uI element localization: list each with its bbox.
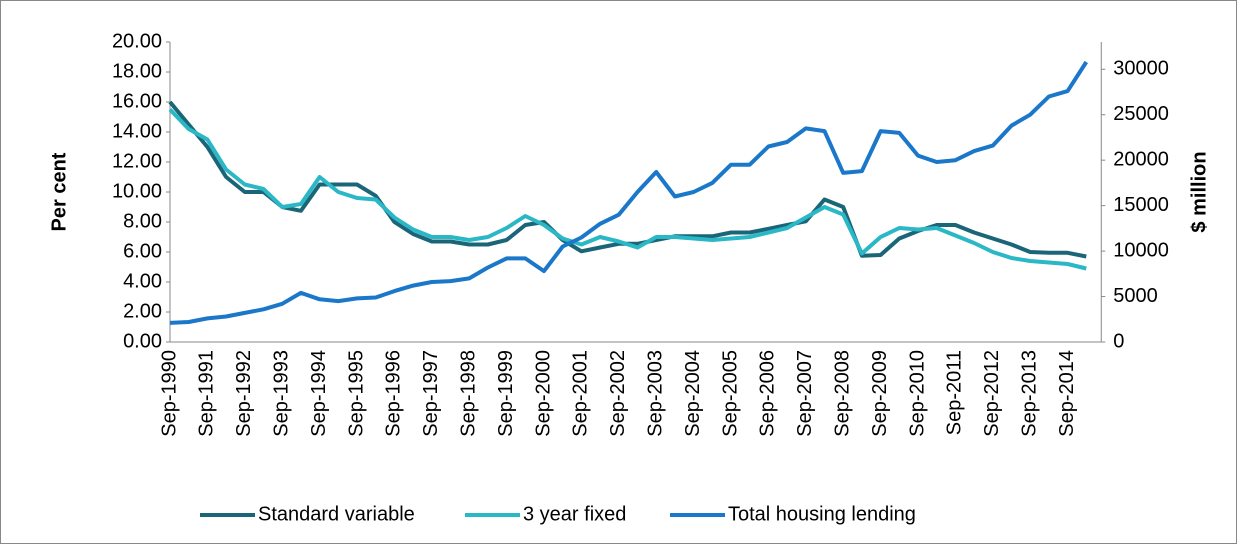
series-line: [169, 60, 1088, 325]
x-tick-label: Sep-2006: [757, 350, 779, 437]
y2-tick-label: 15000: [1113, 194, 1169, 216]
x-tick-label: Sep-2013: [1018, 350, 1040, 437]
y-tick-label: 6.00: [123, 240, 162, 262]
x-tick-label: Sep-1996: [383, 350, 405, 437]
legend-label: Total housing lending: [728, 503, 916, 525]
x-tick-label: Sep-1995: [345, 350, 367, 437]
y-tick-label: 8.00: [123, 210, 162, 232]
y-tick-label: 2.00: [123, 300, 162, 322]
x-tick-label: Sep-1991: [196, 350, 218, 437]
x-tick-label: Sep-2001: [570, 350, 592, 437]
y-tick-label: 16.00: [112, 90, 162, 112]
x-tick-label: Sep-1998: [457, 350, 479, 437]
y-tick-label: 0.00: [123, 330, 162, 352]
x-tick-label: Sep-2004: [682, 350, 704, 437]
x-tick-label: Sep-1994: [308, 350, 330, 437]
legend-label: 3 year fixed: [523, 503, 626, 525]
x-tick-label: Sep-2008: [831, 350, 853, 437]
y2-tick-label: 5000: [1113, 285, 1158, 307]
y2-tick-label: 20000: [1113, 148, 1169, 170]
x-tick-label: Sep-2005: [719, 350, 741, 437]
y2-axis-label: $ million: [1188, 151, 1210, 232]
y-tick-label: 12.00: [112, 150, 162, 172]
y-tick-label: 18.00: [112, 60, 162, 82]
x-tick-label: Sep-2009: [869, 350, 891, 437]
y2-tick-label: 0: [1113, 330, 1124, 352]
x-tick-label: Sep-2014: [1056, 350, 1078, 437]
x-tick-label: Sep-2002: [607, 350, 629, 437]
y-tick-label: 20.00: [112, 30, 162, 52]
y-tick-label: 4.00: [123, 270, 162, 292]
y2-tick-label: 30000: [1113, 58, 1169, 80]
y-axis-label: Per cent: [48, 152, 70, 231]
x-tick-label: Sep-2003: [644, 350, 666, 437]
y-tick-label: 14.00: [112, 120, 162, 142]
y2-tick-label: 25000: [1113, 103, 1169, 125]
series-line: [168, 108, 1087, 271]
y-tick-label: 10.00: [112, 180, 162, 202]
x-tick-label: Sep-2000: [532, 350, 554, 437]
y2-tick-label: 10000: [1113, 239, 1169, 261]
x-tick-label: Sep-1992: [233, 350, 255, 437]
legend-label: Standard variable: [258, 503, 415, 525]
x-tick-label: Sep-1990: [158, 350, 180, 437]
x-tick-label: Sep-1993: [270, 350, 292, 437]
x-tick-label: Sep-1997: [420, 350, 442, 437]
x-tick-label: Sep-2011: [944, 350, 966, 435]
x-tick-label: Sep-2010: [906, 350, 928, 437]
x-tick-label: Sep-2007: [794, 350, 816, 437]
x-tick-label: Sep-2012: [981, 350, 1003, 437]
x-tick-label: Sep-1999: [495, 350, 517, 437]
